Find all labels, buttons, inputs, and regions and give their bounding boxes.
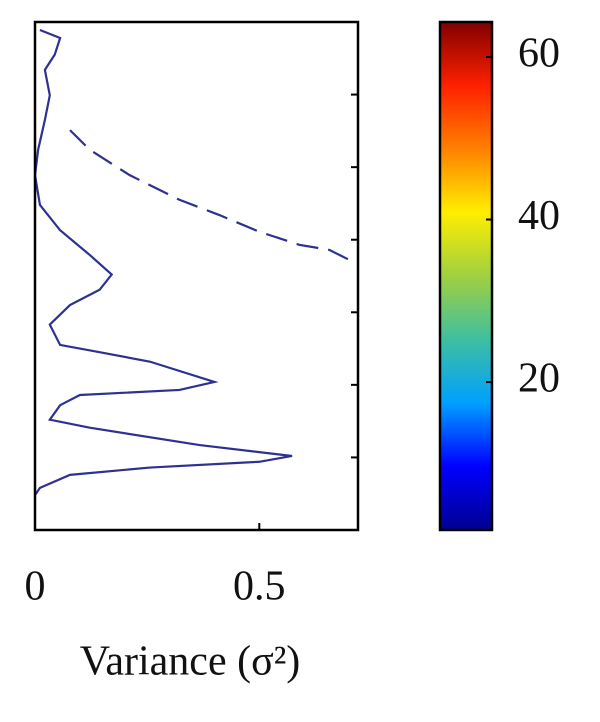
x-tick-label: 0 — [25, 564, 46, 610]
colorbar-tick-label: 20 — [518, 356, 560, 402]
plot-frame — [33, 20, 360, 532]
x-axis-label: Variance (σ²) — [80, 639, 301, 685]
data-line — [69, 129, 355, 264]
colorbar-tick-label: 60 — [518, 31, 560, 77]
colorbar — [438, 20, 494, 532]
x-tick-label: 0.5 — [233, 564, 286, 610]
data-line — [33, 28, 293, 496]
colorbar-tick-label: 40 — [518, 193, 560, 239]
